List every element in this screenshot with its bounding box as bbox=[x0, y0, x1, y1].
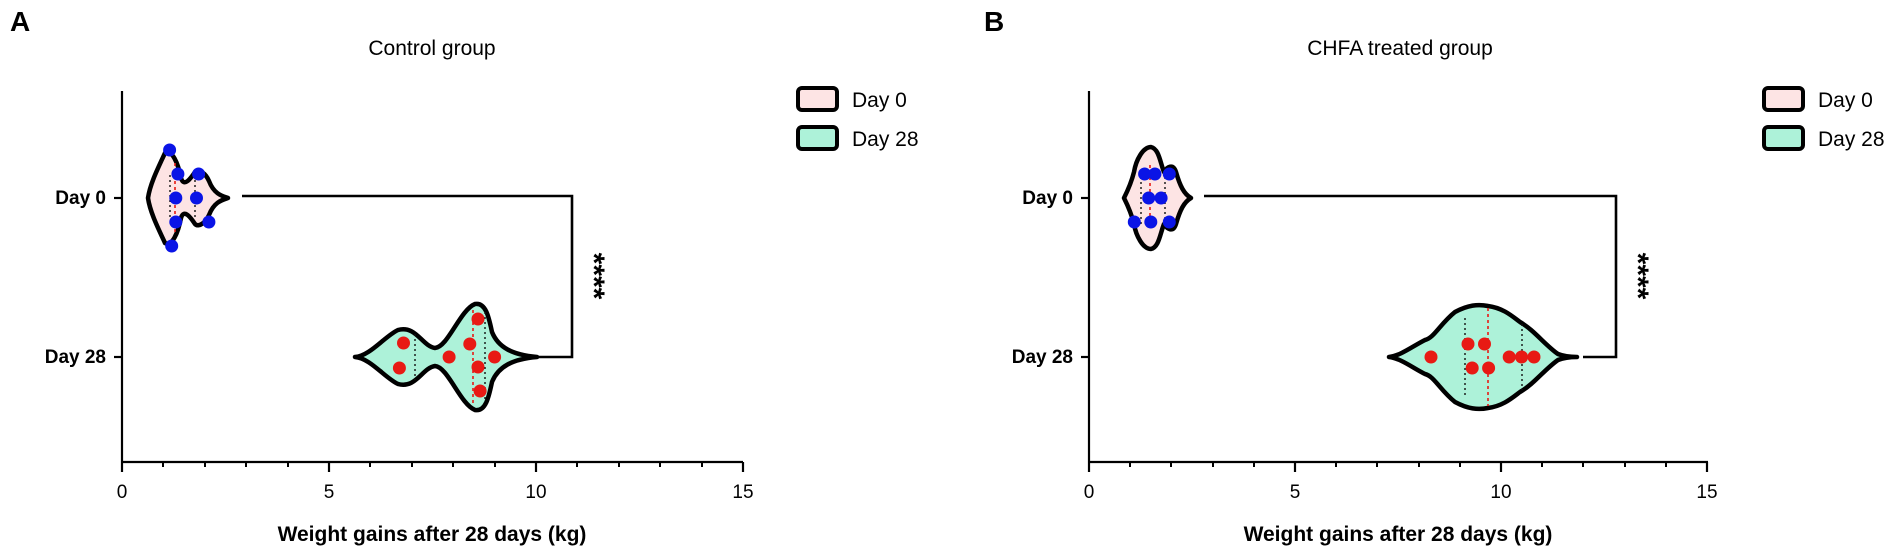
violin-day28-b bbox=[1386, 302, 1580, 412]
data-point bbox=[202, 215, 216, 229]
data-point bbox=[190, 191, 203, 205]
panel-b: B CHFA treated group 0 5 10 15 Day 0 Day… bbox=[984, 6, 1885, 546]
data-point bbox=[1162, 215, 1176, 229]
data-point bbox=[1138, 167, 1152, 181]
points-day28-a bbox=[392, 312, 502, 398]
x-tick-label-5-b: 5 bbox=[1290, 482, 1301, 503]
significance-stars-a: **** bbox=[577, 253, 610, 300]
data-point bbox=[392, 361, 406, 375]
significance-bracket-b bbox=[1204, 194, 1618, 359]
legend-a: Day 0 Day 28 bbox=[796, 86, 919, 151]
data-point bbox=[442, 350, 456, 364]
data-point bbox=[169, 215, 183, 229]
data-point bbox=[1144, 215, 1158, 229]
y-tick-label-day28-a: Day 28 bbox=[45, 347, 106, 368]
legend-label-day0-a: Day 0 bbox=[852, 89, 907, 112]
legend-b: Day 0 Day 28 bbox=[1762, 86, 1885, 151]
legend-swatch-day28-b bbox=[1762, 125, 1805, 151]
x-axis-label-a: Weight gains after 28 days (kg) bbox=[278, 523, 587, 546]
legend-swatch-day0-b bbox=[1762, 86, 1805, 112]
x-tick-label-0-a: 0 bbox=[117, 482, 128, 503]
data-point bbox=[1502, 350, 1516, 364]
data-point bbox=[1478, 337, 1491, 351]
panel-letter-b: B bbox=[984, 6, 1004, 37]
data-point bbox=[1515, 350, 1529, 364]
points-day28-b bbox=[1424, 337, 1541, 375]
data-point bbox=[471, 312, 485, 326]
chart-title-a: Control group bbox=[368, 37, 495, 60]
data-point bbox=[165, 239, 179, 253]
data-point bbox=[1154, 191, 1168, 205]
data-point bbox=[1424, 350, 1438, 364]
data-point bbox=[1127, 215, 1141, 229]
data-point bbox=[397, 336, 410, 350]
data-point bbox=[488, 350, 502, 364]
data-point bbox=[1162, 167, 1176, 181]
x-tick-label-15-b: 15 bbox=[1696, 482, 1717, 503]
panel-a: A Control group 0 5 10 15 Day 0 Day 28 W… bbox=[10, 6, 919, 546]
legend-label-day0-b: Day 0 bbox=[1818, 89, 1873, 112]
data-point bbox=[192, 167, 206, 181]
x-tick-label-5-a: 5 bbox=[324, 482, 335, 503]
data-point bbox=[1527, 350, 1541, 364]
data-point bbox=[171, 167, 185, 181]
data-point bbox=[1482, 361, 1496, 375]
y-tick-label-day0-a: Day 0 bbox=[55, 188, 106, 209]
data-point bbox=[471, 360, 485, 374]
legend-label-day28-a: Day 28 bbox=[852, 128, 919, 151]
x-tick-label-0-b: 0 bbox=[1084, 482, 1095, 503]
x-tick-label-10-a: 10 bbox=[525, 482, 546, 503]
data-point bbox=[1142, 191, 1156, 205]
legend-swatch-day28-a bbox=[796, 125, 839, 151]
significance-bracket-a bbox=[242, 194, 574, 359]
data-point bbox=[163, 143, 177, 157]
data-point bbox=[1461, 337, 1475, 351]
data-point bbox=[463, 337, 477, 351]
points-day0-a bbox=[163, 143, 216, 253]
panel-letter-a: A bbox=[10, 6, 30, 37]
x-axis-label-b: Weight gains after 28 days (kg) bbox=[1244, 523, 1553, 546]
significance-stars-b: **** bbox=[1621, 253, 1654, 300]
x-tick-label-15-a: 15 bbox=[732, 482, 753, 503]
legend-label-day28-b: Day 28 bbox=[1818, 128, 1885, 151]
data-point bbox=[1148, 167, 1162, 181]
x-tick-label-10-b: 10 bbox=[1490, 482, 1511, 503]
legend-swatch-day0-a bbox=[796, 86, 839, 112]
points-day0-b bbox=[1127, 167, 1176, 229]
data-point bbox=[473, 384, 487, 398]
y-tick-label-day28-b: Day 28 bbox=[1012, 347, 1073, 368]
y-tick-label-day0-b: Day 0 bbox=[1022, 188, 1073, 209]
data-point bbox=[1465, 361, 1479, 375]
violin-day0-a bbox=[145, 150, 231, 246]
data-point bbox=[169, 191, 183, 205]
chart-title-b: CHFA treated group bbox=[1307, 37, 1493, 60]
